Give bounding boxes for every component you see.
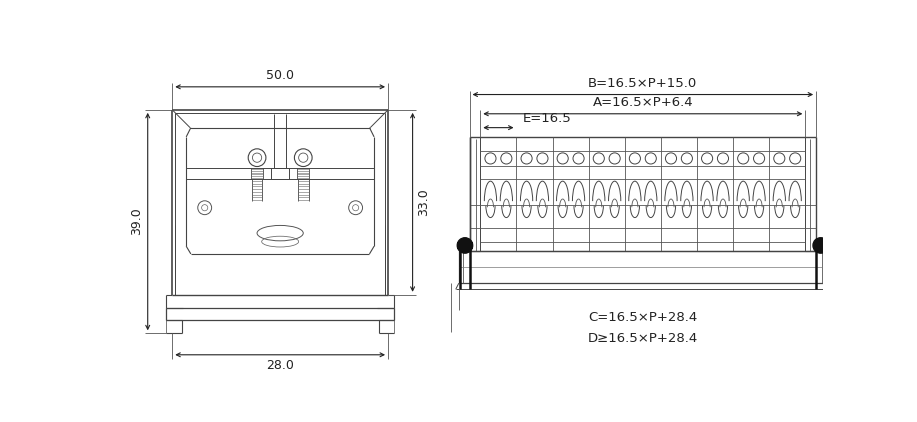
Text: 50.0: 50.0 xyxy=(266,69,294,82)
Text: D≥16.5×P+28.4: D≥16.5×P+28.4 xyxy=(588,333,698,346)
Text: E=16.5: E=16.5 xyxy=(523,111,571,124)
Text: 33.0: 33.0 xyxy=(417,189,430,216)
Text: C=16.5×P+28.4: C=16.5×P+28.4 xyxy=(588,311,698,324)
Text: A=16.5×P+6.4: A=16.5×P+6.4 xyxy=(592,96,693,109)
Text: 28.0: 28.0 xyxy=(266,360,294,372)
Circle shape xyxy=(813,238,828,253)
Text: 39.0: 39.0 xyxy=(130,208,143,235)
Circle shape xyxy=(458,238,472,253)
Text: B=16.5×P+15.0: B=16.5×P+15.0 xyxy=(588,77,698,90)
